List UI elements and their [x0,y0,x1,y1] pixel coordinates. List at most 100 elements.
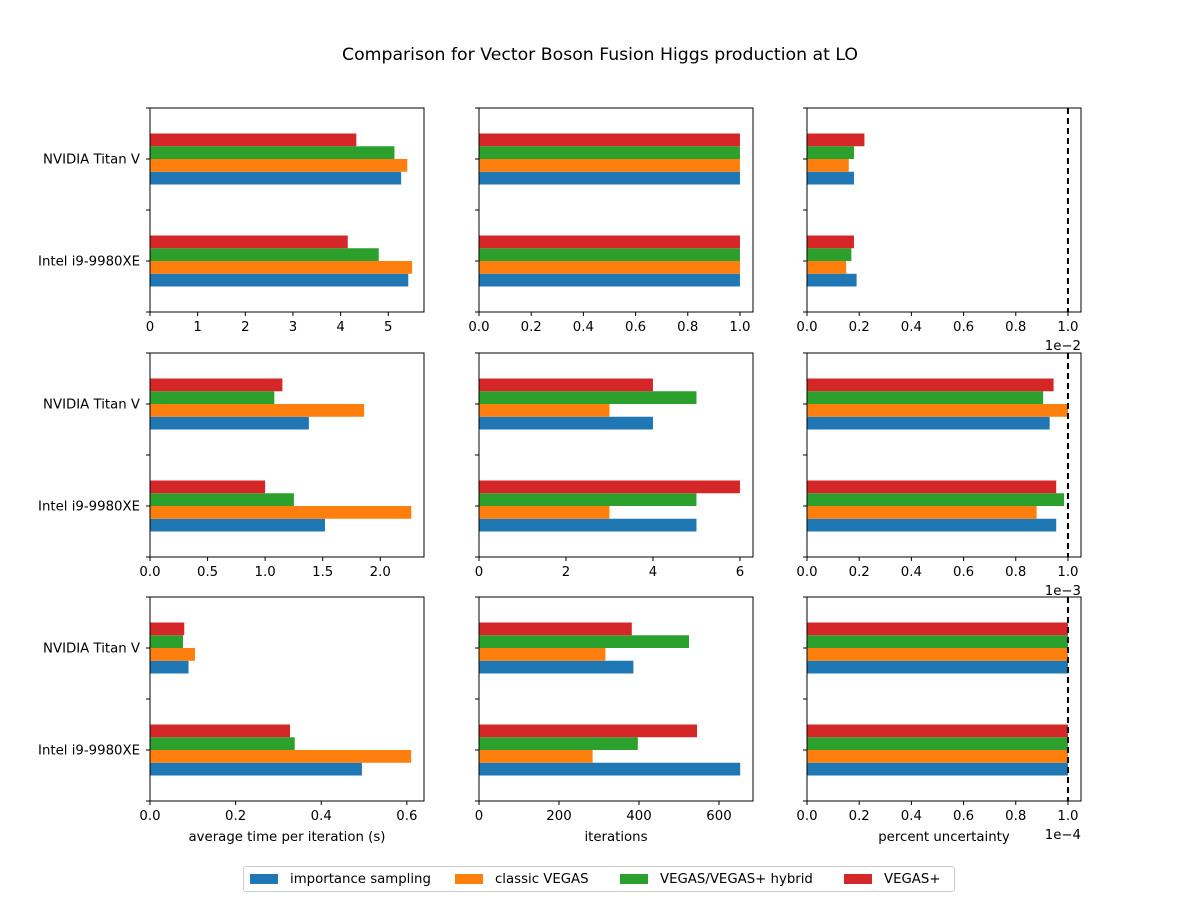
x-tick-label: 0.4 [901,565,922,580]
x-tick-label: 600 [706,809,731,824]
legend-item-hybrid: VEGAS/VEGAS+ hybrid [620,872,844,887]
x-tick-label: 0.2 [521,320,542,335]
bar-vegas-intel-i9-9980xe [807,235,854,249]
legend: importance sampling classic VEGAS VEGAS/… [243,866,955,892]
bar-vegas-vegas-hybrid-intel-i9-9980xe [479,493,697,506]
panel-4: Intel i9-9980XE NVIDIA Titan V 0.0 0.5 1.0 1.… [38,352,425,580]
axes-frame [806,596,1082,802]
x-tick-label: 0.0 [796,809,817,824]
panel-1: Intel i9-9980XE NVIDIA Titan V 0 1 2 3 4 5 [38,107,425,335]
bar-vegas-vegas-hybrid-nvidia-titan-v [479,146,740,159]
x-tick-label: 0.6 [396,809,417,824]
x-tick-label: 0.0 [468,320,489,335]
bar-importance-sampling-intel-i9-9980xe [807,762,1068,776]
bar-vegas-vegas-hybrid-intel-i9-9980xe [150,493,294,506]
x-tick-label: 0.2 [225,809,246,824]
axes-frame [149,596,425,802]
legend-label-importance-sampling: importance sampling [290,871,431,887]
bar-importance-sampling-intel-i9-9980xe [479,273,740,287]
bar-importance-sampling-nvidia-titan-v [807,171,854,185]
x-tick-label: 0.8 [1005,565,1026,580]
x-axis-label: percent uncertainty [878,830,1010,845]
x-axis-label: iterations [584,830,647,845]
offset-text: 1e−2 [1045,339,1081,354]
bar-classic-vegas-nvidia-titan-v [150,648,195,661]
offset-text: 1e−4 [1045,828,1081,843]
bar-vegas-vegas-hybrid-intel-i9-9980xe [807,737,1068,750]
bar-importance-sampling-intel-i9-9980xe [479,518,697,532]
y-tick-label: Intel i9-9980XE [38,744,140,759]
legend-item-classic-vegas: classic VEGAS [455,872,620,887]
bar-vegas-intel-i9-9980xe [150,480,266,494]
x-tick-label: 0 [146,320,154,335]
bar-importance-sampling-intel-i9-9980xe [807,273,857,287]
x-tick-label: 0.2 [849,809,870,824]
bar-vegas-intel-i9-9980xe [150,724,290,738]
x-tick-label: 0.6 [625,320,646,335]
x-tick-label: 1.0 [1057,565,1078,580]
bar-classic-vegas-nvidia-titan-v [479,159,740,172]
bar-importance-sampling-nvidia-titan-v [807,416,1050,430]
x-tick-label: 0.8 [1005,809,1026,824]
bar-vegas-nvidia-titan-v [479,622,632,636]
bar-vegas-vegas-hybrid-nvidia-titan-v [150,146,395,159]
x-tick-label: 0.4 [573,320,594,335]
panel-3: 0.0 0.2 0.4 0.6 0.8 1.0 1e−2 [796,107,1082,354]
y-tick-label: NVIDIA Titan V [43,153,140,168]
panel-6: 0.0 0.2 0.4 0.6 0.8 1.0 1e−3 [796,352,1082,599]
x-tick-label: 2 [241,320,249,335]
panel-7: Intel i9-9980XE NVIDIA Titan V 0.0 0.2 0.4 0.… [38,596,425,845]
bar-vegas-vegas-hybrid-intel-i9-9980xe [807,248,852,261]
axes-frame [478,107,754,313]
bar-importance-sampling-intel-i9-9980xe [150,518,325,532]
x-tick-label: 2.0 [370,565,391,580]
bar-classic-vegas-nvidia-titan-v [807,648,1068,661]
legend-swatch-vegas-plus [844,874,872,884]
y-tick-label: NVIDIA Titan V [43,398,140,413]
x-tick-label: 1 [193,320,201,335]
bar-vegas-vegas-hybrid-intel-i9-9980xe [150,248,379,261]
bar-classic-vegas-intel-i9-9980xe [150,261,413,274]
x-tick-label: 0.4 [901,320,922,335]
bar-vegas-vegas-hybrid-intel-i9-9980xe [150,737,295,750]
axes-frame [149,107,425,313]
legend-label-hybrid: VEGAS/VEGAS+ hybrid [660,871,813,887]
bar-importance-sampling-nvidia-titan-v [807,660,1068,674]
x-tick-label: 0.0 [796,320,817,335]
bar-vegas-vegas-hybrid-nvidia-titan-v [150,635,183,648]
x-tick-label: 4 [336,320,344,335]
bar-classic-vegas-intel-i9-9980xe [479,750,593,763]
axes-frame [478,596,754,802]
x-tick-label: 0.8 [677,320,698,335]
bar-importance-sampling-nvidia-titan-v [150,416,309,430]
x-tick-label: 1.0 [1057,809,1078,824]
bar-importance-sampling-nvidia-titan-v [150,660,189,674]
bar-vegas-nvidia-titan-v [150,133,357,147]
bar-classic-vegas-nvidia-titan-v [150,404,365,417]
bar-vegas-vegas-hybrid-nvidia-titan-v [807,391,1044,404]
x-tick-label: 4 [649,565,657,580]
bar-importance-sampling-intel-i9-9980xe [479,762,741,776]
legend-item-vegas-plus: VEGAS+ [844,872,940,887]
x-tick-label: 0.2 [849,320,870,335]
bar-vegas-nvidia-titan-v [807,133,865,147]
x-tick-label: 0.0 [139,809,160,824]
x-tick-label: 0.0 [139,565,160,580]
x-tick-label: 0.4 [901,809,922,824]
legend-swatch-hybrid [620,874,648,884]
bar-importance-sampling-intel-i9-9980xe [150,762,362,776]
x-tick-label: 200 [546,809,571,824]
y-tick-label: Intel i9-9980XE [38,500,140,515]
bar-importance-sampling-intel-i9-9980xe [807,518,1057,532]
bar-classic-vegas-nvidia-titan-v [807,404,1068,417]
panel-5: 0 2 4 6 [475,352,754,580]
x-tick-label: 1.5 [312,565,333,580]
x-tick-label: 0.0 [796,565,817,580]
x-tick-label: 0 [475,565,483,580]
x-tick-label: 0.2 [849,565,870,580]
x-tick-label: 1.0 [255,565,276,580]
legend-label-vegas-plus: VEGAS+ [884,871,941,887]
bar-vegas-vegas-hybrid-nvidia-titan-v [807,146,854,159]
